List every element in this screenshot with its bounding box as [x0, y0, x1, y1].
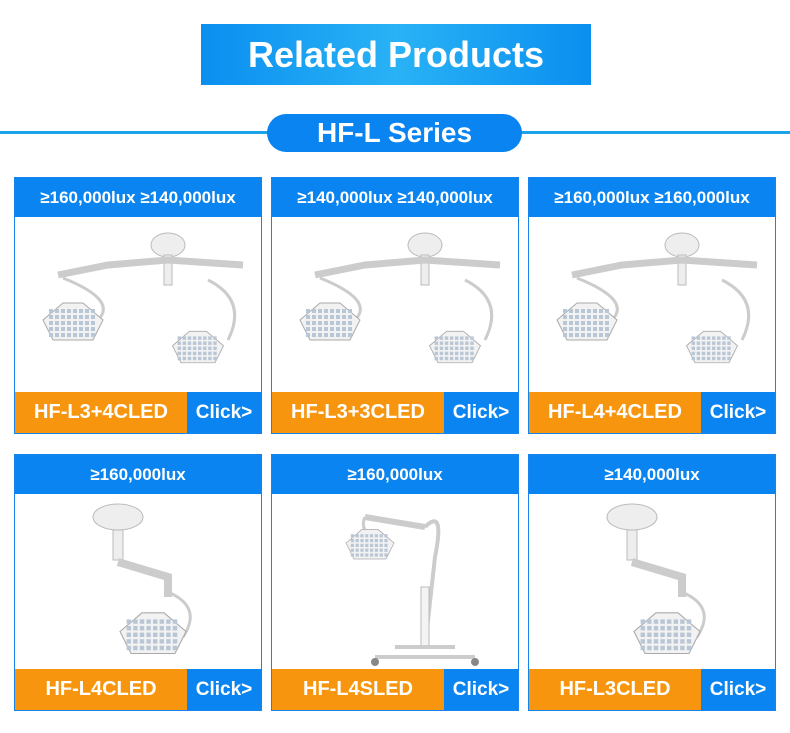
related-products-title: Related Products — [201, 24, 591, 85]
product-name[interactable]: HF-L4SLED — [272, 669, 444, 710]
lux-rating: ≥140,000lux — [529, 455, 775, 494]
product-name[interactable]: HF-L4+4CLED — [529, 392, 701, 433]
product-card[interactable]: ≥140,000lux HF-L3CLED Click> — [528, 454, 776, 711]
lux-rating: ≥160,000lux — [15, 455, 261, 494]
click-button[interactable]: Click> — [444, 669, 518, 710]
product-image[interactable] — [15, 217, 261, 392]
product-image[interactable] — [529, 217, 775, 392]
click-button[interactable]: Click> — [701, 392, 775, 433]
lux-rating: ≥160,000lux ≥140,000lux — [15, 178, 261, 217]
product-image[interactable] — [15, 494, 261, 669]
product-card[interactable]: ≥160,000lux ≥140,000lux HF-L3+4CLED Click… — [14, 177, 262, 434]
product-name[interactable]: HF-L3+3CLED — [272, 392, 444, 433]
product-name[interactable]: HF-L4CLED — [15, 669, 187, 710]
lux-rating: ≥160,000lux — [272, 455, 518, 494]
product-card[interactable]: ≥140,000lux ≥140,000lux HF-L3+3CLED Click… — [271, 177, 519, 434]
click-button[interactable]: Click> — [444, 392, 518, 433]
lux-rating: ≥140,000lux ≥140,000lux — [272, 178, 518, 217]
product-card[interactable]: ≥160,000lux HF-L4CLED Click> — [14, 454, 262, 711]
product-image[interactable] — [272, 494, 518, 669]
product-name[interactable]: HF-L3+4CLED — [15, 392, 187, 433]
lux-rating: ≥160,000lux ≥160,000lux — [529, 178, 775, 217]
series-label: HF-L Series — [267, 114, 522, 152]
product-name[interactable]: HF-L3CLED — [529, 669, 701, 710]
click-button[interactable]: Click> — [187, 669, 261, 710]
click-button[interactable]: Click> — [701, 669, 775, 710]
product-image[interactable] — [529, 494, 775, 669]
product-card[interactable]: ≥160,000lux ≥160,000lux HF-L4+4CLED Click… — [528, 177, 776, 434]
click-button[interactable]: Click> — [187, 392, 261, 433]
product-image[interactable] — [272, 217, 518, 392]
product-card[interactable]: ≥160,000lux HF-L4SLED Click> — [271, 454, 519, 711]
